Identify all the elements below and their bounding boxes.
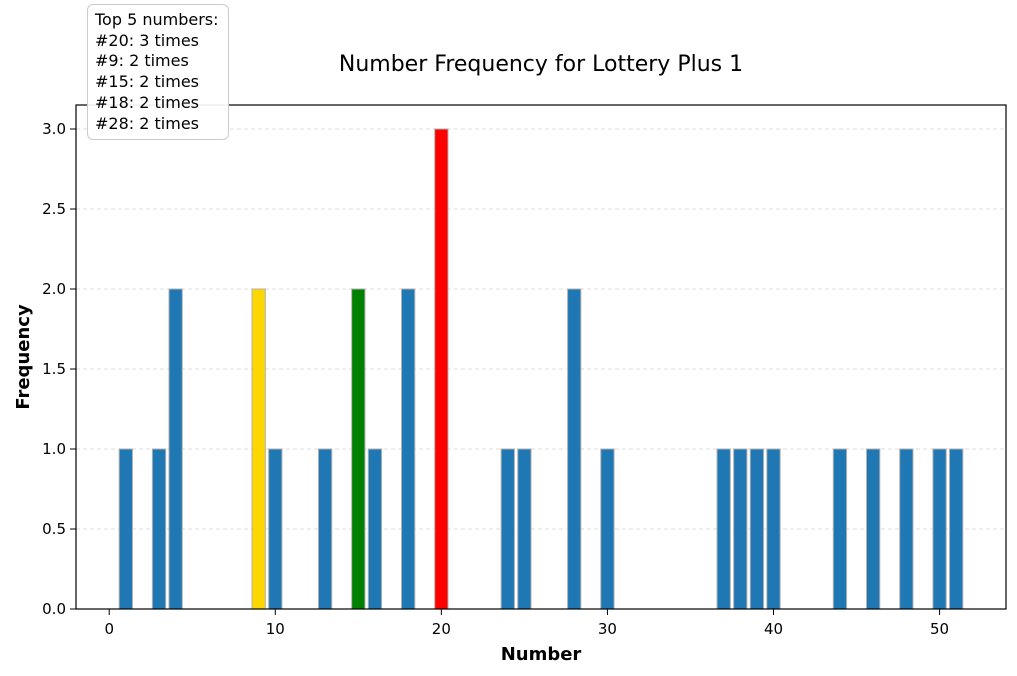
x-tick-label: 30 [598,620,617,638]
x-tick-label: 0 [104,620,114,638]
annotation-line: #20: 3 times [95,30,199,50]
x-tick-label: 50 [930,620,949,638]
bars [118,128,964,610]
bar-51 [949,448,964,610]
bar-46 [866,448,881,610]
bar-16 [367,448,383,610]
bar-24 [500,448,515,610]
y-tick-label: 2.5 [42,200,66,218]
y-tick-label: 1.5 [42,360,66,378]
annotation-heading: Top 5 numbers: [95,10,219,29]
bar-15 [351,288,366,610]
chart-title: Number Frequency for Lottery Plus 1 [339,52,743,77]
y-tick-label: 0.0 [42,600,66,618]
bar-18 [401,288,416,610]
x-axis-ticks: 0 10 20 30 40 50 [104,609,949,638]
annotation-line: #9: 2 times [95,51,189,71]
y-axis-label: Frequency [13,304,34,410]
bar-37 [716,448,731,610]
bar-1 [118,448,133,610]
top-numbers-annotation: Top 5 numbers: #20: 3 times #9: 2 times … [87,4,229,140]
bar-13 [317,448,333,610]
x-tick-label: 10 [266,620,285,638]
y-tick-label: 2.0 [42,280,66,298]
bar-9 [251,288,266,610]
bar-38 [733,448,748,610]
x-tick-label: 40 [764,620,783,638]
bar-20 [434,128,449,610]
bar-50 [932,448,947,610]
x-axis-label: Number [501,644,582,665]
annotation-line: #28: 2 times [95,113,199,133]
bar-10 [268,448,283,610]
bar-39 [749,448,765,610]
bar-28 [567,288,582,610]
bar-48 [899,448,914,610]
bar-25 [517,448,532,610]
annotation-line: #15: 2 times [95,72,199,92]
bar-30 [600,448,615,610]
bar-40 [766,448,781,610]
y-tick-label: 1.0 [42,440,66,458]
y-tick-label: 3.0 [42,120,66,138]
bar-3 [151,448,167,610]
bar-44 [832,448,848,610]
y-axis-ticks: 0.0 0.5 1.0 1.5 2.0 2.5 3.0 [42,120,76,618]
y-tick-label: 0.5 [42,520,66,538]
bar-4 [168,288,183,610]
plot-frame [75,104,1007,610]
annotation-line: #18: 2 times [95,92,199,112]
x-tick-label: 20 [432,620,451,638]
